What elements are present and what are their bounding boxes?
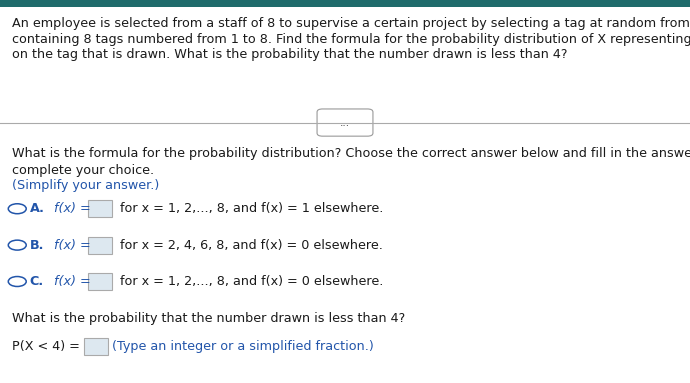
Circle shape: [8, 277, 26, 286]
Text: What is the formula for the probability distribution? Choose the correct answer : What is the formula for the probability …: [12, 147, 690, 160]
FancyBboxPatch shape: [0, 0, 690, 7]
Text: B.: B.: [30, 239, 44, 252]
Text: for x = 1, 2,..., 8, and f(x) = 0 elsewhere.: for x = 1, 2,..., 8, and f(x) = 0 elsewh…: [116, 275, 384, 288]
Text: f(x) =: f(x) =: [54, 202, 90, 215]
Text: ...: ...: [340, 118, 350, 128]
FancyBboxPatch shape: [84, 338, 108, 355]
Text: What is the probability that the number drawn is less than 4?: What is the probability that the number …: [12, 312, 406, 325]
Circle shape: [8, 240, 26, 250]
Text: C.: C.: [30, 275, 43, 288]
Text: (Type an integer or a simplified fraction.): (Type an integer or a simplified fractio…: [112, 340, 373, 353]
Text: f(x) =: f(x) =: [54, 275, 90, 288]
Text: containing 8 tags numbered from 1 to 8. Find the formula for the probability dis: containing 8 tags numbered from 1 to 8. …: [12, 33, 690, 46]
Text: An employee is selected from a staff of 8 to supervise a certain project by sele: An employee is selected from a staff of …: [12, 17, 690, 30]
Text: for x = 2, 4, 6, 8, and f(x) = 0 elsewhere.: for x = 2, 4, 6, 8, and f(x) = 0 elsewhe…: [116, 239, 383, 252]
FancyBboxPatch shape: [88, 237, 112, 254]
Text: f(x) =: f(x) =: [54, 239, 90, 252]
FancyBboxPatch shape: [88, 273, 112, 290]
Text: for x = 1, 2,..., 8, and f(x) = 1 elsewhere.: for x = 1, 2,..., 8, and f(x) = 1 elsewh…: [116, 202, 384, 215]
Text: A.: A.: [30, 202, 45, 215]
FancyBboxPatch shape: [317, 109, 373, 136]
Text: P(X < 4) =: P(X < 4) =: [12, 340, 80, 353]
FancyBboxPatch shape: [88, 200, 112, 217]
Text: on the tag that is drawn. What is the probability that the number drawn is less : on the tag that is drawn. What is the pr…: [12, 48, 568, 61]
Circle shape: [8, 204, 26, 214]
Text: complete your choice.: complete your choice.: [12, 164, 155, 177]
Text: (Simplify your answer.): (Simplify your answer.): [12, 179, 159, 192]
